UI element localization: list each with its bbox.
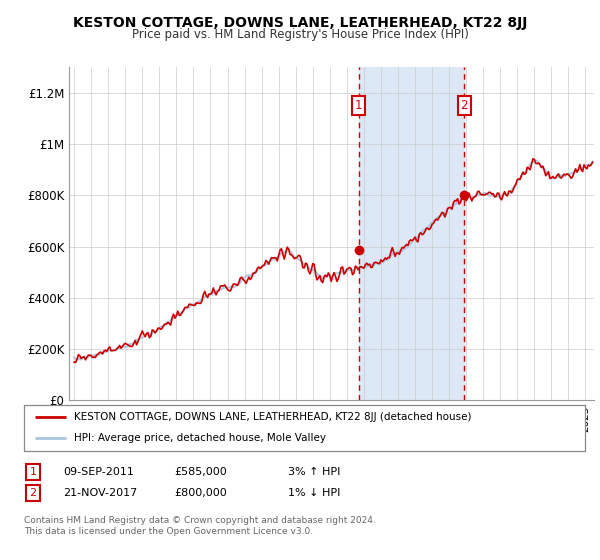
Text: HPI: Average price, detached house, Mole Valley: HPI: Average price, detached house, Mole… <box>74 433 326 444</box>
Text: Price paid vs. HM Land Registry's House Price Index (HPI): Price paid vs. HM Land Registry's House … <box>131 28 469 41</box>
Text: £800,000: £800,000 <box>174 488 227 498</box>
Text: KESTON COTTAGE, DOWNS LANE, LEATHERHEAD, KT22 8JJ (detached house): KESTON COTTAGE, DOWNS LANE, LEATHERHEAD,… <box>74 412 472 422</box>
Text: 1: 1 <box>355 99 362 112</box>
Bar <box>359 67 464 400</box>
Text: 21-NOV-2017: 21-NOV-2017 <box>63 488 137 498</box>
Text: KESTON COTTAGE, DOWNS LANE, LEATHERHEAD, KT22 8JJ: KESTON COTTAGE, DOWNS LANE, LEATHERHEAD,… <box>73 16 527 30</box>
Text: £585,000: £585,000 <box>174 467 227 477</box>
Text: Contains HM Land Registry data © Crown copyright and database right 2024.
This d: Contains HM Land Registry data © Crown c… <box>24 516 376 536</box>
Text: 2: 2 <box>461 99 468 112</box>
Text: 1: 1 <box>29 467 37 477</box>
Text: 3% ↑ HPI: 3% ↑ HPI <box>288 467 340 477</box>
Text: 1% ↓ HPI: 1% ↓ HPI <box>288 488 340 498</box>
Text: 09-SEP-2011: 09-SEP-2011 <box>63 467 134 477</box>
Text: 2: 2 <box>29 488 37 498</box>
